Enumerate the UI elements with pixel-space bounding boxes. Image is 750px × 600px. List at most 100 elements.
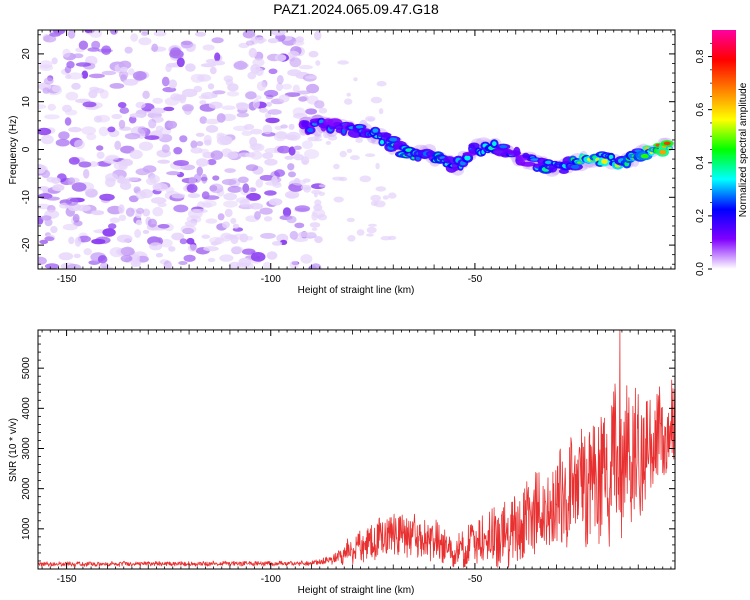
- noise-blob: [65, 91, 79, 101]
- noise-blob: [302, 178, 311, 183]
- noise-blob: [96, 151, 105, 159]
- ridge-blob: [468, 142, 480, 150]
- noise-blob: [67, 72, 83, 80]
- noise-blob: [136, 207, 145, 214]
- spectrogram-xlabel: Height of straight line (km): [298, 285, 415, 296]
- noise-blob: [382, 195, 389, 200]
- y-tick-label: 3000: [21, 437, 32, 460]
- noise-blob: [124, 133, 141, 140]
- noise-blob: [83, 248, 92, 256]
- noise-blob: [190, 147, 203, 154]
- colorbar-tick-label: 0.8: [695, 49, 706, 63]
- noise-blob: [71, 182, 87, 192]
- x-tick-label: -50: [468, 574, 483, 585]
- noise-blob: [152, 97, 164, 104]
- noise-blob: [365, 153, 376, 157]
- noise-blob: [118, 214, 127, 221]
- figure-title: PAZ1.2024.065.09.47.G18: [273, 1, 439, 17]
- noise-blob: [259, 207, 273, 215]
- noise-blob: [88, 89, 98, 99]
- noise-blob: [317, 213, 328, 221]
- noise-blob: [44, 114, 60, 120]
- ridge-core: [492, 141, 497, 147]
- noise-blob: [277, 145, 291, 154]
- noise-blob: [337, 60, 349, 65]
- noise-blob: [187, 244, 198, 252]
- noise-blob: [298, 96, 308, 102]
- ridge-core: [380, 140, 384, 145]
- noise-blob: [129, 113, 141, 118]
- noise-blob: [380, 236, 392, 241]
- noise-blob: [89, 86, 100, 92]
- noise-blob: [250, 252, 266, 262]
- noise-blob: [173, 160, 190, 166]
- noise-blob: [190, 140, 198, 149]
- noise-blob: [221, 178, 237, 186]
- noise-blob: [217, 213, 225, 221]
- noise-blob: [299, 231, 310, 238]
- noise-blob: [268, 198, 283, 206]
- noise-blob: [75, 62, 91, 67]
- noise-blob: [239, 199, 250, 208]
- noise-blob: [186, 183, 198, 193]
- noise-blob: [101, 45, 112, 55]
- noise-blob: [231, 246, 244, 254]
- noise-blob: [307, 136, 319, 142]
- noise-blob: [223, 200, 238, 208]
- noise-blob: [120, 254, 133, 263]
- noise-blob: [124, 177, 139, 182]
- noise-blob: [193, 85, 203, 93]
- noise-blob: [259, 107, 268, 113]
- ridge-core: [372, 128, 379, 133]
- noise-blob: [232, 223, 240, 229]
- noise-blob: [165, 186, 175, 194]
- noise-blob: [299, 65, 313, 70]
- ridge-core: [389, 137, 398, 142]
- noise-blob: [83, 169, 90, 179]
- noise-blob: [296, 90, 311, 95]
- noise-blob: [68, 126, 82, 133]
- noise-blob: [138, 141, 154, 151]
- colorbar-tick-label: 0.2: [695, 209, 706, 223]
- noise-blob: [314, 199, 322, 206]
- noise-blob: [105, 177, 116, 188]
- noise-blob: [142, 90, 150, 100]
- noise-blob: [205, 218, 218, 224]
- noise-blob: [224, 168, 236, 174]
- noise-blob: [142, 165, 157, 173]
- noise-blob: [235, 102, 248, 108]
- noise-blob: [293, 40, 305, 46]
- noise-blob: [264, 147, 280, 154]
- noise-blob: [388, 192, 397, 199]
- noise-blob: [68, 157, 80, 165]
- x-tick-label: -100: [261, 274, 281, 285]
- noise-blob: [129, 149, 143, 160]
- noise-blob: [370, 194, 382, 202]
- noise-blob: [188, 208, 203, 219]
- noise-blob: [270, 30, 286, 36]
- noise-blob: [141, 31, 149, 36]
- noise-blob: [248, 202, 264, 210]
- noise-blob: [120, 66, 128, 73]
- noise-blob: [74, 139, 85, 150]
- noise-blob: [67, 177, 76, 186]
- noise-blob: [367, 117, 375, 122]
- noise-blob: [153, 31, 167, 37]
- noise-blob: [81, 70, 89, 79]
- noise-blob: [366, 226, 377, 234]
- y-tick-label: 1000: [21, 517, 32, 540]
- noise-blob: [211, 37, 224, 44]
- x-tick-label: -150: [57, 274, 77, 285]
- noise-blob: [128, 195, 139, 203]
- noise-blob: [301, 140, 313, 149]
- noise-blob: [212, 90, 226, 95]
- colorbar-label: Normalized spectral amplitude: [738, 82, 749, 217]
- noise-blob: [186, 237, 195, 245]
- colorbar-tick-label: 0.0: [695, 262, 706, 276]
- noise-blob: [109, 217, 120, 223]
- noise-blob: [289, 230, 299, 240]
- noise-blob: [346, 217, 355, 223]
- noise-blob: [227, 185, 242, 193]
- noise-blob: [315, 60, 321, 66]
- noise-blob: [339, 176, 348, 182]
